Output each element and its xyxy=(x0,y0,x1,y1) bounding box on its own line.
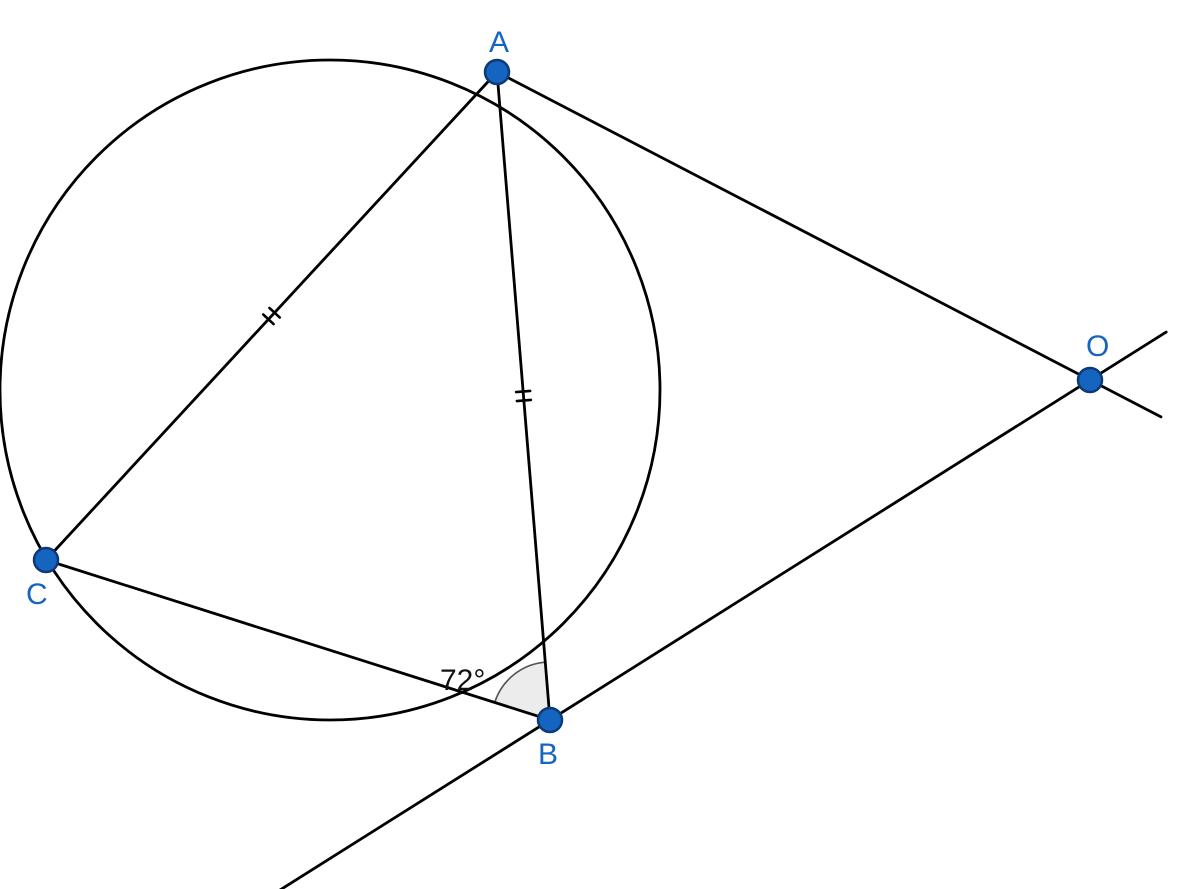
tick-mark xyxy=(517,400,531,401)
angle-label: 72° xyxy=(440,664,485,697)
point-B xyxy=(538,708,562,732)
point-C xyxy=(34,548,58,572)
tangent-line-0 xyxy=(497,72,1161,417)
segment-AB xyxy=(497,72,550,720)
tangent-line-1 xyxy=(254,332,1166,889)
label-C: C xyxy=(26,578,48,611)
tick-mark xyxy=(516,391,530,392)
point-O xyxy=(1078,368,1102,392)
segment-AC xyxy=(46,72,497,560)
label-A: A xyxy=(489,26,509,59)
circle xyxy=(0,60,660,720)
point-A xyxy=(485,60,509,84)
label-O: O xyxy=(1086,330,1109,363)
label-B: B xyxy=(538,738,558,771)
